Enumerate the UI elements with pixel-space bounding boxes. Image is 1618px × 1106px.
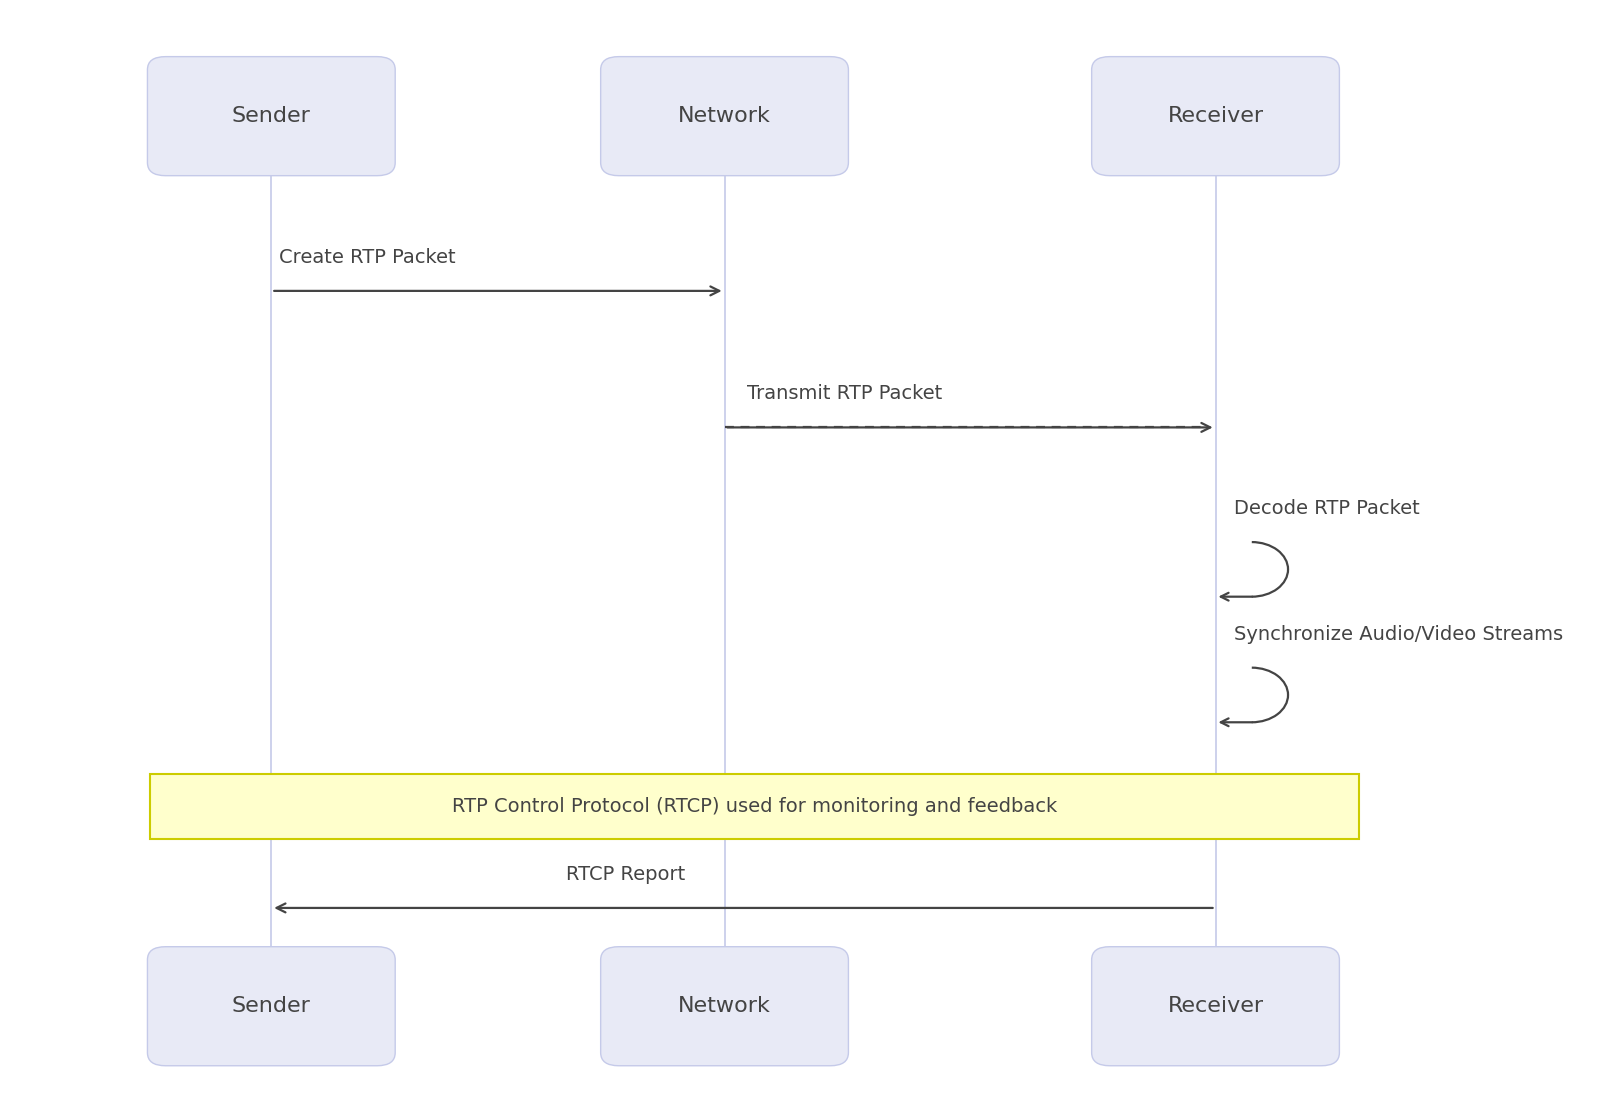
Text: Sender: Sender: [231, 106, 311, 126]
FancyBboxPatch shape: [147, 56, 395, 176]
FancyBboxPatch shape: [150, 773, 1359, 839]
Text: Receiver: Receiver: [1168, 997, 1264, 1016]
Text: Network: Network: [678, 997, 772, 1016]
Text: Sender: Sender: [231, 997, 311, 1016]
Text: RTCP Report: RTCP Report: [566, 865, 684, 884]
FancyBboxPatch shape: [1092, 56, 1340, 176]
Text: Create RTP Packet: Create RTP Packet: [278, 248, 456, 267]
Text: Synchronize Audio/Video Streams: Synchronize Audio/Video Streams: [1233, 625, 1563, 644]
FancyBboxPatch shape: [600, 947, 848, 1066]
Text: RTP Control Protocol (RTCP) used for monitoring and feedback: RTP Control Protocol (RTCP) used for mon…: [451, 796, 1058, 816]
Text: Decode RTP Packet: Decode RTP Packet: [1233, 499, 1419, 518]
Text: Network: Network: [678, 106, 772, 126]
FancyBboxPatch shape: [1092, 947, 1340, 1066]
FancyBboxPatch shape: [147, 947, 395, 1066]
Text: Transmit RTP Packet: Transmit RTP Packet: [748, 385, 942, 404]
FancyBboxPatch shape: [600, 56, 848, 176]
Text: Receiver: Receiver: [1168, 106, 1264, 126]
